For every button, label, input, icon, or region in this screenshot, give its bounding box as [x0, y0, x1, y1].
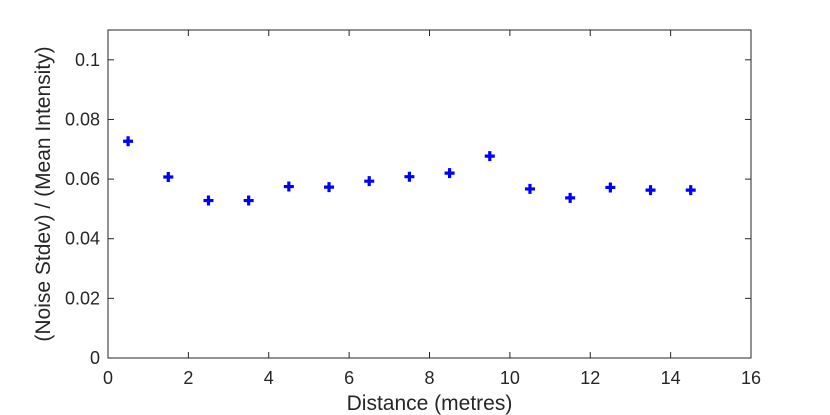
x-tick-label: 12: [580, 368, 600, 388]
data-point: [243, 195, 254, 206]
data-point: [404, 171, 415, 182]
data-point: [605, 182, 616, 193]
data-point: [123, 136, 134, 147]
y-tick-label: 0.02: [65, 288, 100, 308]
y-tick-label: 0.08: [65, 109, 100, 129]
data-point: [163, 172, 174, 183]
data-point: [324, 182, 335, 193]
y-tick-label: 0.04: [65, 229, 100, 249]
data-point: [685, 185, 696, 196]
data-point: [565, 192, 576, 203]
x-tick-labels: 0 2 4 6 8 10 12 14 16: [103, 368, 761, 388]
y-tick-labels: 0 0.02 0.04 0.06 0.08 0.1: [65, 50, 100, 368]
y-tick-label: 0.1: [75, 50, 100, 70]
data-point: [444, 168, 455, 179]
y-tick-label: 0: [90, 348, 100, 368]
x-tick-label: 2: [183, 368, 193, 388]
data-point: [524, 183, 535, 194]
data-point: [364, 176, 375, 187]
x-tick-label: 6: [344, 368, 354, 388]
x-tick-label: 0: [103, 368, 113, 388]
data-point: [484, 151, 495, 162]
x-tick-label: 14: [661, 368, 681, 388]
data-point: [283, 181, 294, 192]
x-tick-label: 16: [741, 368, 761, 388]
axis-ticks: [107, 30, 752, 359]
x-tick-label: 10: [500, 368, 520, 388]
x-axis-label: Distance (metres): [347, 392, 513, 415]
data-points: [123, 136, 696, 206]
x-tick-label: 4: [264, 368, 274, 388]
y-axis-label: (Noise Stdev) / (Mean Intensity): [32, 46, 55, 341]
plot-area: [107, 29, 752, 359]
data-point: [645, 185, 656, 196]
y-tick-label: 0.06: [65, 169, 100, 189]
x-tick-label: 8: [424, 368, 434, 388]
data-point: [203, 195, 214, 206]
